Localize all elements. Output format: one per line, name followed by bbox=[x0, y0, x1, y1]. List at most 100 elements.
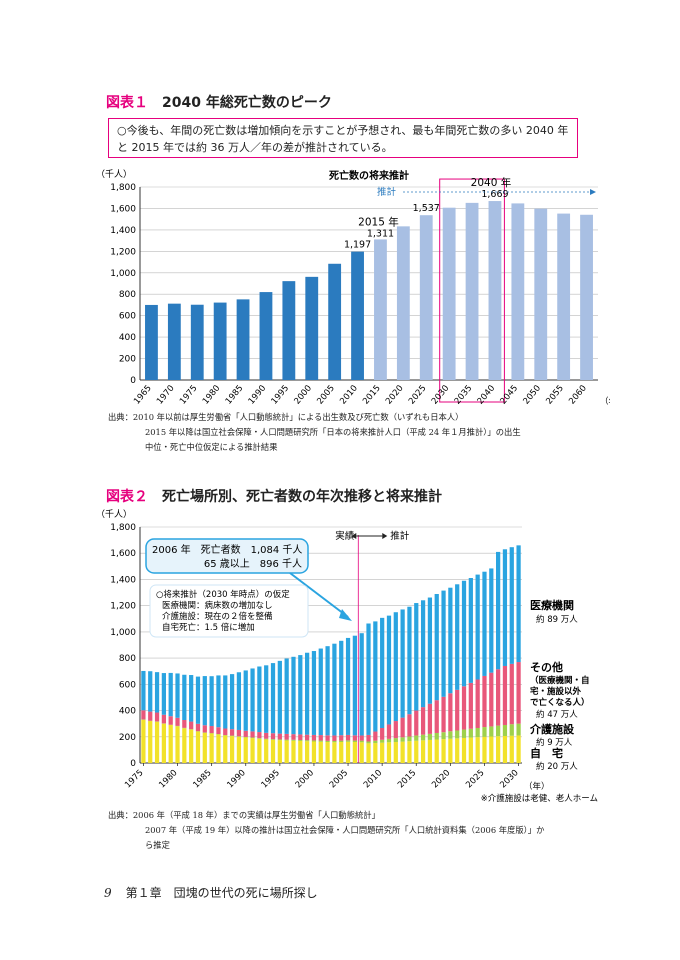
bar-segment bbox=[380, 739, 385, 743]
bar-segment bbox=[284, 740, 289, 763]
bar-segment bbox=[189, 729, 194, 763]
page-footer: 9 第１章 団塊の世代の死に場所探し bbox=[104, 884, 318, 901]
bar-segment bbox=[489, 726, 494, 737]
bar-segment bbox=[393, 738, 398, 743]
y-tick-label: 600 bbox=[119, 312, 136, 322]
bar-segment bbox=[216, 675, 221, 728]
bar-segment bbox=[311, 740, 317, 742]
divider-arrow-left bbox=[351, 533, 357, 539]
bar-segment bbox=[195, 723, 201, 732]
bar-segment bbox=[168, 724, 173, 763]
divider-arrow-right bbox=[382, 533, 388, 539]
bar-segment bbox=[482, 675, 487, 728]
bar-segment bbox=[380, 742, 385, 763]
y-axis-unit: （千人） bbox=[96, 509, 132, 520]
y-tick-label: 1,600 bbox=[110, 549, 136, 559]
bar-segment bbox=[216, 727, 221, 735]
assumption-line3: 自宅死亡：1.5 倍に増加 bbox=[162, 622, 255, 633]
bar-segment bbox=[414, 603, 419, 711]
bar bbox=[213, 302, 227, 380]
bar bbox=[557, 213, 571, 380]
bar bbox=[396, 226, 410, 380]
bar-segment bbox=[352, 635, 357, 736]
bar-segment bbox=[298, 734, 303, 741]
x-tick-label: 1995 bbox=[270, 384, 292, 405]
side-label-hospital: 医療機関 bbox=[530, 598, 574, 612]
bar-segment bbox=[482, 727, 487, 737]
bar-segment bbox=[448, 587, 453, 694]
bar-segment bbox=[359, 633, 364, 736]
bar-segment bbox=[373, 621, 378, 732]
x-tick-label: 1990 bbox=[247, 384, 269, 405]
bar-segment bbox=[441, 696, 446, 733]
x-tick-label: 1965 bbox=[132, 384, 154, 405]
projection-arrow-head bbox=[590, 189, 596, 195]
bar bbox=[419, 215, 433, 380]
figure2-source: 出典：2006 年（平成 18 年）までの実績は厚生労働省「人口動態統計」 20… bbox=[108, 808, 608, 853]
bar-segment bbox=[434, 739, 439, 763]
figure1-note: ○今後も、年間の死亡数は増加傾向を示すことが予想され、最も年間死亡数の多い 20… bbox=[108, 118, 578, 158]
x-tick-label: 1980 bbox=[201, 384, 223, 405]
bar-segment bbox=[461, 580, 467, 687]
bar-segment bbox=[373, 743, 378, 763]
x-tick-label: 2020 bbox=[430, 768, 452, 790]
bar-segment bbox=[325, 735, 330, 741]
x-tick-label: 2025 bbox=[407, 384, 429, 405]
bar-segment bbox=[154, 712, 160, 722]
x-tick-label: 1970 bbox=[155, 384, 177, 405]
bar-segment bbox=[161, 714, 166, 724]
bar bbox=[351, 251, 364, 380]
bar-segment bbox=[209, 733, 214, 763]
bar bbox=[374, 239, 387, 380]
assumption-line1: 医療機関：病床数の増加なし bbox=[162, 600, 273, 611]
bar bbox=[145, 304, 158, 380]
y-tick-label: 1,800 bbox=[110, 523, 136, 533]
x-tick-label: 1985 bbox=[224, 384, 246, 405]
bar-segment bbox=[154, 672, 160, 713]
bar-segment bbox=[352, 735, 357, 741]
side-label-care: 介護施設 bbox=[529, 722, 575, 736]
assumption-title: ○将来推計（2030 年時点）の仮定 bbox=[156, 589, 290, 600]
side-sub-hospital: 約 89 万人 bbox=[536, 614, 578, 625]
figure2-title-text: 死亡場所別、死亡者数の年次推移と将来推計 bbox=[162, 489, 442, 505]
x-tick-label: 1975 bbox=[123, 768, 145, 790]
bar-segment bbox=[182, 719, 187, 728]
bar-segment bbox=[332, 643, 337, 736]
figure1-chart: （千人） 死亡数の将来推計 0 200 400 600 800 1,000 1,200 1,400… bbox=[96, 169, 610, 405]
bar-segment bbox=[325, 646, 330, 736]
x-tick-label: 1990 bbox=[225, 768, 247, 790]
figure1-source-line3: 中位・死亡中位仮定による推計結果 bbox=[145, 442, 278, 452]
bar-segment bbox=[168, 672, 173, 717]
bar-segment bbox=[434, 732, 439, 740]
bar-segment bbox=[461, 729, 467, 738]
bar-segment bbox=[264, 738, 269, 740]
bar-segment bbox=[475, 727, 480, 738]
y-tick-label: 1,000 bbox=[110, 628, 136, 638]
x-tick-label: 2020 bbox=[384, 384, 406, 405]
x-tick-label: 2055 bbox=[544, 384, 566, 405]
side-label-home: 自 宅 bbox=[530, 746, 563, 760]
bar-segment bbox=[448, 738, 453, 763]
bar-segment bbox=[305, 741, 310, 763]
y-axis-unit: （千人） bbox=[96, 169, 132, 180]
bar-segment bbox=[475, 574, 480, 680]
bar-segment bbox=[386, 742, 392, 763]
bar-segment bbox=[332, 742, 337, 763]
bar-segment bbox=[229, 729, 235, 736]
bar-segment bbox=[339, 740, 344, 743]
bar bbox=[190, 304, 204, 380]
bar-segment bbox=[298, 740, 303, 763]
bar-segment bbox=[373, 740, 378, 744]
callout-pointer-head bbox=[339, 609, 352, 621]
bar-segment bbox=[393, 612, 398, 722]
bar-segment bbox=[257, 732, 262, 739]
legend-note: ※介護施設は老健、老人ホーム bbox=[481, 793, 598, 804]
projection-label: 推計 bbox=[390, 530, 410, 542]
bar-segment bbox=[468, 578, 473, 683]
bar-segment bbox=[243, 736, 248, 738]
bar-segment bbox=[434, 593, 439, 701]
bar-segment bbox=[195, 731, 201, 763]
bar bbox=[259, 292, 273, 380]
bar-segment bbox=[257, 738, 262, 739]
bar-segment bbox=[359, 735, 364, 741]
